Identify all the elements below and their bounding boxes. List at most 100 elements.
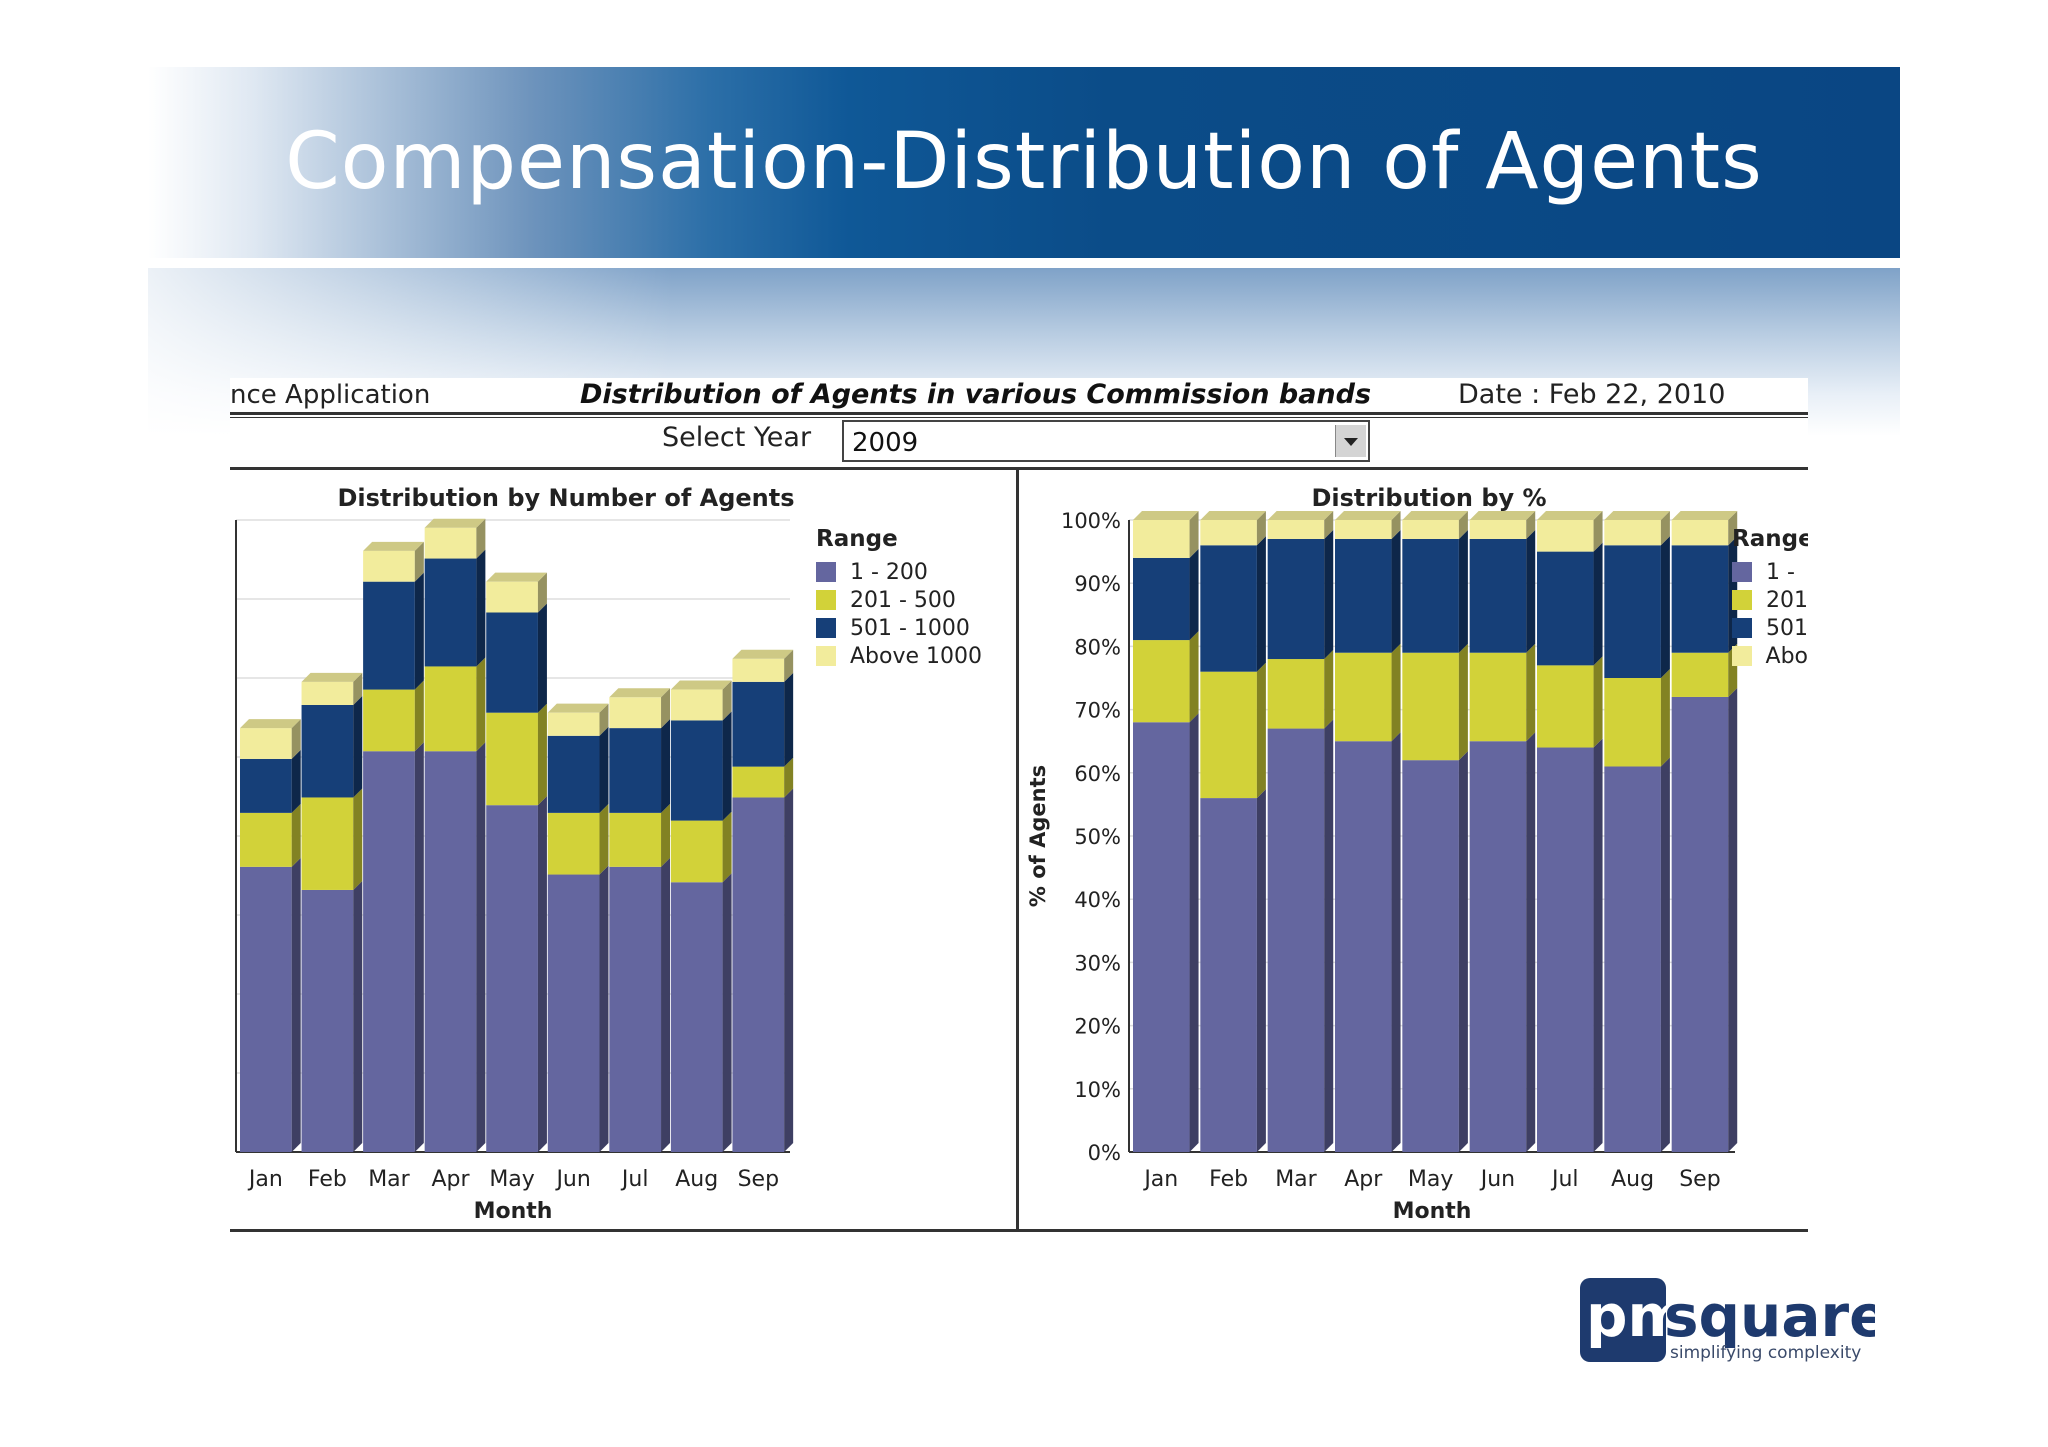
report-panel: nce Application Distribution of Agents i… <box>230 378 1808 1232</box>
bar-segment <box>1200 798 1257 1152</box>
bar-side <box>661 688 671 729</box>
bar-side <box>1660 536 1670 678</box>
bar-segment <box>1402 760 1459 1152</box>
bar-segment <box>670 720 723 821</box>
bar-segment <box>424 527 477 559</box>
bar-side <box>414 680 424 752</box>
bar-side <box>784 757 794 798</box>
logo-text-pm: pm <box>1586 1282 1688 1350</box>
legend-swatch <box>1732 562 1752 582</box>
bar-segment <box>1200 520 1257 546</box>
bar-segment <box>1402 520 1459 539</box>
bar-segment <box>363 550 415 582</box>
bar-side <box>1324 719 1334 1152</box>
x-tick-label: Sep <box>738 1167 779 1192</box>
divider <box>230 467 1808 470</box>
bar-segment <box>1335 741 1392 1152</box>
bar-side <box>1324 511 1334 539</box>
x-tick-label: May <box>489 1167 534 1192</box>
bar-top <box>1200 511 1266 520</box>
bar-top <box>363 541 424 551</box>
select-year-label: Select Year <box>662 422 812 453</box>
bar-side <box>291 719 301 759</box>
x-tick-label: Aug <box>675 1167 718 1192</box>
bar-segment <box>732 797 785 1152</box>
bar-segment <box>363 581 415 690</box>
bar-side <box>1526 529 1536 653</box>
bar-segment <box>486 805 538 1152</box>
bar-side <box>414 742 424 1152</box>
bar-top <box>670 680 732 690</box>
bar-side <box>1458 529 1468 653</box>
bar-side <box>1660 511 1670 546</box>
bar-segment <box>1267 538 1325 660</box>
bar-side <box>661 803 671 867</box>
bar-top <box>1133 511 1199 520</box>
logo-text-square: square <box>1664 1282 1875 1350</box>
divider <box>230 412 1808 415</box>
bar-side <box>1256 536 1266 672</box>
bar-side <box>599 726 609 813</box>
bar-side <box>599 803 609 875</box>
bar-segment <box>609 697 662 729</box>
bar-segment <box>1200 545 1257 672</box>
x-tick-label: Sep <box>1679 1167 1720 1192</box>
bar-segment <box>670 882 723 1152</box>
logo-tagline: simplifying complexity <box>1670 1343 1861 1362</box>
bar-side <box>1728 687 1738 1152</box>
bar-segment <box>1267 728 1325 1152</box>
bar-segment <box>1671 520 1729 546</box>
bar-top <box>1671 511 1738 520</box>
bar-side <box>1391 643 1401 742</box>
bar-segment <box>1604 545 1661 678</box>
bar-side <box>1526 511 1536 539</box>
bar-top <box>301 672 363 682</box>
bar-segment <box>1537 665 1594 748</box>
bar-side <box>1526 643 1536 742</box>
bar-side <box>1324 650 1334 729</box>
bar-segment <box>424 751 477 1152</box>
report-date: Date : Feb 22, 2010 <box>1458 379 1726 410</box>
bar-side <box>1189 548 1199 641</box>
bar-side <box>1660 757 1670 1152</box>
bar-top <box>1402 511 1468 520</box>
bar-segment <box>670 820 723 883</box>
bar-side <box>1189 631 1199 723</box>
bar-side <box>722 811 732 883</box>
chevron-down-icon[interactable] <box>1335 425 1366 457</box>
bar-segment <box>424 558 477 667</box>
y-tick-label: 80% <box>1074 635 1121 659</box>
x-tick-label: Mar <box>1275 1167 1317 1192</box>
legend-item: 501 <box>1732 614 1808 642</box>
bar-side <box>722 711 732 821</box>
bar-side <box>784 649 794 682</box>
bar-segment <box>547 712 600 736</box>
x-tick-label: Jul <box>1550 1167 1579 1192</box>
x-tick-label: Feb <box>1209 1167 1248 1192</box>
x-tick-label: Jul <box>620 1167 649 1192</box>
divider <box>230 1229 1808 1232</box>
bar-side <box>722 873 732 1152</box>
bar-top <box>1604 511 1670 520</box>
bar-segment <box>1335 520 1392 539</box>
bar-top <box>1469 511 1536 520</box>
bar-segment <box>301 889 354 1152</box>
y-tick-label: 60% <box>1074 762 1121 786</box>
legend-swatch <box>816 618 836 638</box>
legend-title: Range <box>1732 526 1808 552</box>
legend-item: 201 - 500 <box>816 586 982 614</box>
bar-side <box>537 603 547 713</box>
legend-item: Above 1000 <box>816 642 982 670</box>
bar-segment <box>1267 659 1325 729</box>
bar-segment <box>486 612 538 713</box>
x-axis-label: Month <box>474 1199 553 1224</box>
bar-segment <box>1469 741 1527 1152</box>
year-select[interactable]: 2009 <box>842 420 1370 462</box>
bar-segment <box>1469 520 1527 539</box>
y-tick-label: 30% <box>1074 951 1121 975</box>
bar-segment <box>1604 678 1661 767</box>
bar-side <box>414 541 424 582</box>
bar-side <box>1458 511 1468 539</box>
pmsquare-logo: pm square simplifying complexity <box>1580 1278 1875 1362</box>
bar-segment <box>547 874 600 1152</box>
